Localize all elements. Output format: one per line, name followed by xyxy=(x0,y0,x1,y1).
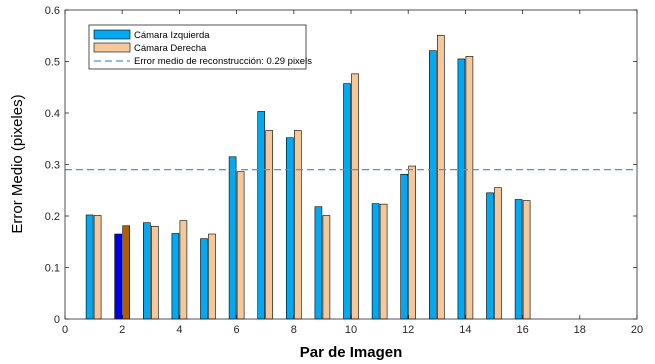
legend-label-camara-derecha: Cámara Derecha xyxy=(134,43,207,54)
bar-camara-derecha-1 xyxy=(93,215,102,320)
y-tick-label-0: 0 xyxy=(54,314,60,326)
bar-camara-derecha-2 xyxy=(122,225,130,320)
bar-camara-izquierda-2 xyxy=(114,233,122,320)
bar-camara-izquierda-5 xyxy=(200,238,208,320)
bar-camara-izquierda-6 xyxy=(228,156,237,320)
bar-camara-izquierda-14 xyxy=(457,58,466,320)
bar-camara-izquierda-7 xyxy=(257,111,266,320)
x-tick-label-20: 20 xyxy=(631,324,643,336)
x-tick-label-14: 14 xyxy=(459,324,471,336)
y-tick-label-2: 0.2 xyxy=(45,211,60,223)
bar-camara-izquierda-8 xyxy=(285,137,294,320)
legend-swatch-camara-derecha xyxy=(93,42,131,53)
x-tick-label-0: 0 xyxy=(62,324,68,336)
bar-camara-derecha-7 xyxy=(265,130,274,320)
legend: Cámara Izquierda Cámara Derecha Error me… xyxy=(88,24,312,70)
x-axis-ticks: 0 2 4 6 8 10 12 14 16 18 20 xyxy=(62,10,643,336)
legend-swatch-camara-izquierda xyxy=(93,29,131,40)
bar-camara-izquierda-9 xyxy=(314,206,323,320)
bar-camara-izquierda-4 xyxy=(171,233,180,320)
bar-camara-derecha-13 xyxy=(436,34,445,320)
y-tick-label-6: 0.6 xyxy=(45,5,60,17)
bar-camara-izquierda-10 xyxy=(343,83,351,320)
y-axis-ticks: 0 0.1 0.2 0.3 0.4 0.5 0.6 xyxy=(45,5,637,326)
bar-camara-derecha-4 xyxy=(179,220,188,320)
y-axis-title: Error Medio (pixeles) xyxy=(9,94,26,233)
y-tick-label-5: 0.5 xyxy=(45,57,60,69)
x-tick-label-6: 6 xyxy=(234,324,240,336)
bar-camara-derecha-16 xyxy=(522,200,531,320)
x-tick-label-4: 4 xyxy=(176,324,182,336)
bar-camara-derecha-14 xyxy=(465,56,474,320)
bar-camara-derecha-11 xyxy=(379,203,388,320)
y-tick-label-4: 0.4 xyxy=(45,108,60,120)
bar-camara-izquierda-13 xyxy=(428,50,437,320)
bar-camara-izquierda-12 xyxy=(400,173,409,320)
legend-label-reference-line: Error medio de reconstrucción: 0.29 pixe… xyxy=(134,56,312,67)
bar-camara-derecha-5 xyxy=(208,233,216,320)
x-tick-label-18: 18 xyxy=(574,324,586,336)
bar-camara-derecha-9 xyxy=(322,215,331,320)
bar-camara-derecha-3 xyxy=(151,226,159,320)
bar-camara-izquierda-11 xyxy=(371,203,380,320)
bar-camara-derecha-8 xyxy=(293,130,302,320)
x-tick-label-2: 2 xyxy=(119,324,125,336)
bar-camara-derecha-15 xyxy=(494,187,502,320)
bar-camara-derecha-10 xyxy=(351,73,359,320)
bar-camara-izquierda-16 xyxy=(514,199,523,320)
y-tick-label-3: 0.3 xyxy=(45,160,60,172)
bar-camara-derecha-12 xyxy=(408,165,417,320)
x-tick-label-8: 8 xyxy=(291,324,297,336)
x-tick-label-12: 12 xyxy=(402,324,414,336)
x-tick-label-10: 10 xyxy=(345,324,357,336)
bar-camara-izquierda-15 xyxy=(486,192,494,320)
y-tick-label-1: 0.1 xyxy=(45,263,60,275)
legend-label-camara-izquierda: Cámara Izquierda xyxy=(134,30,210,41)
x-tick-label-16: 16 xyxy=(516,324,528,336)
x-axis-title: Par de Imagen xyxy=(300,344,403,361)
bar-camara-izquierda-1 xyxy=(85,214,94,320)
bar-camara-derecha-6 xyxy=(236,171,245,320)
bar-camara-izquierda-3 xyxy=(143,222,151,320)
